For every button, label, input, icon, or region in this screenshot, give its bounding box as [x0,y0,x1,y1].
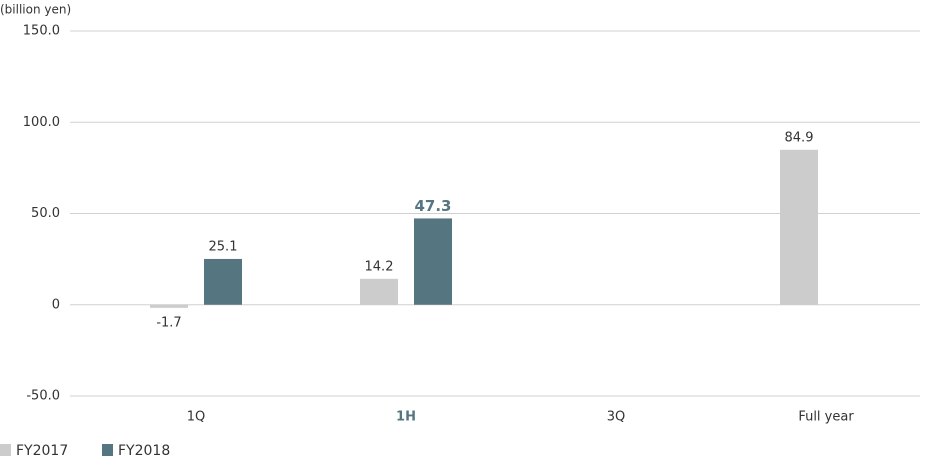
value-label: 47.3 [414,197,451,215]
legend-swatch [0,444,11,456]
bar [204,258,242,305]
value-label: 25.1 [209,239,238,254]
legend-swatch [102,444,113,456]
value-label: 14.2 [365,259,394,274]
y-tick-label: 0 [52,297,60,312]
bar [150,304,188,308]
bar [360,278,398,305]
y-tick-label: -50.0 [26,389,60,404]
value-label: -1.7 [156,315,181,330]
x-tick-label: 1Q [187,410,206,425]
y-tick-label: 150.0 [23,24,60,39]
bar [780,149,818,305]
x-tick-label: Full year [798,410,854,425]
legend-label: FY2017 [16,443,68,456]
value-label: 84.9 [785,130,814,145]
legend-label: FY2018 [118,443,170,456]
y-tick-label: 100.0 [23,115,60,130]
y-tick-label: 50.0 [31,206,60,221]
bar [414,218,452,305]
x-tick-label: 3Q [607,410,626,425]
y-axis-unit: (billion yen) [0,3,71,17]
x-tick-label: 1H [396,410,416,425]
